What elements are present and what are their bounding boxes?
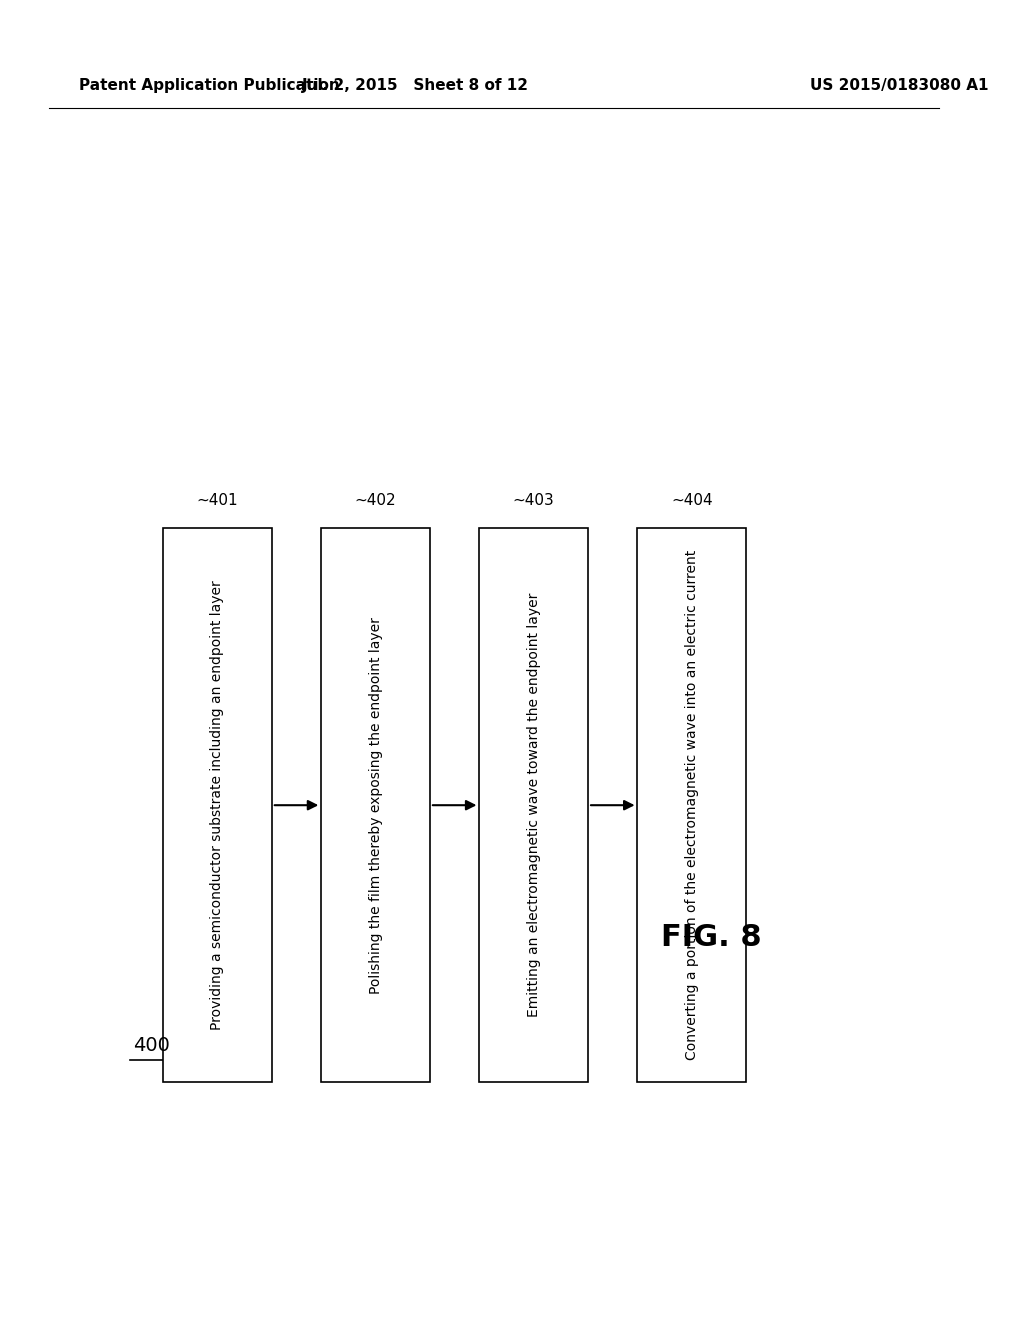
Text: 400: 400	[133, 1036, 170, 1055]
Text: ~402: ~402	[354, 494, 396, 508]
FancyBboxPatch shape	[479, 528, 588, 1082]
Text: Polishing the film thereby exposing the endpoint layer: Polishing the film thereby exposing the …	[369, 616, 383, 994]
Text: FIG. 8: FIG. 8	[662, 923, 762, 952]
Text: Providing a semiconductor substrate including an endpoint layer: Providing a semiconductor substrate incl…	[211, 581, 224, 1030]
FancyBboxPatch shape	[638, 528, 746, 1082]
Text: Converting a portion of the electromagnetic wave into an electric current: Converting a portion of the electromagne…	[685, 550, 698, 1060]
Text: Emitting an electromagnetic wave toward the endpoint layer: Emitting an electromagnetic wave toward …	[526, 593, 541, 1018]
Text: ~403: ~403	[513, 494, 555, 508]
Text: US 2015/0183080 A1: US 2015/0183080 A1	[810, 78, 989, 94]
Text: Jul. 2, 2015   Sheet 8 of 12: Jul. 2, 2015 Sheet 8 of 12	[302, 78, 528, 94]
Text: ~401: ~401	[197, 494, 239, 508]
FancyBboxPatch shape	[163, 528, 271, 1082]
Text: Patent Application Publication: Patent Application Publication	[79, 78, 340, 94]
FancyBboxPatch shape	[322, 528, 430, 1082]
Text: ~404: ~404	[671, 494, 713, 508]
